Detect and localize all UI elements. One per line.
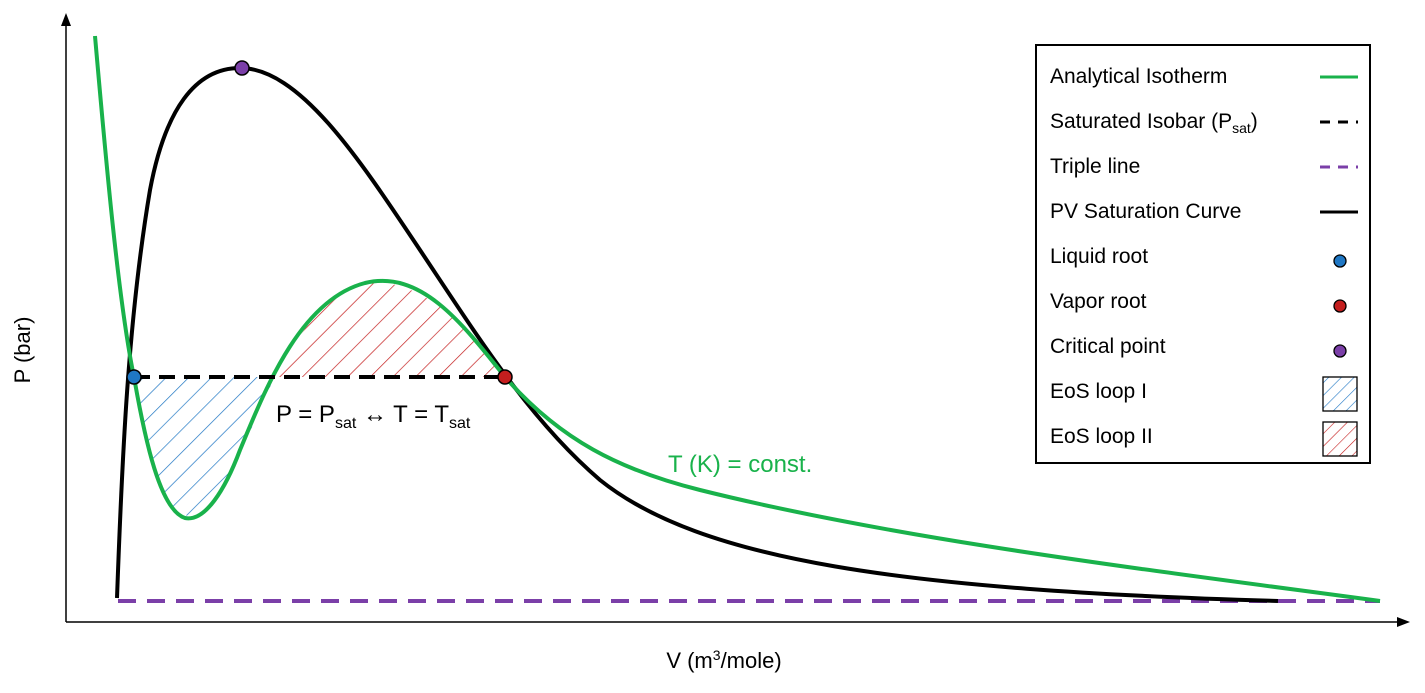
legend: Analytical Isotherm Saturated Isobar (Psa… bbox=[1035, 44, 1371, 464]
legend-item-saturated-isobar: Saturated Isobar (Psat) bbox=[1050, 110, 1358, 136]
legend-label-analytical-isotherm: Analytical Isotherm bbox=[1050, 65, 1227, 88]
legend-symbol-vapor-root bbox=[1333, 299, 1347, 313]
isotherm-label: T (K) = const. bbox=[668, 451, 812, 478]
legend-item-vapor-root: Vapor root bbox=[1050, 290, 1347, 313]
legend-label-pv-saturation-curve: PV Saturation Curve bbox=[1050, 200, 1241, 223]
legend-label-triple-line: Triple line bbox=[1050, 155, 1140, 178]
y-axis-arrow bbox=[61, 13, 71, 26]
legend-symbol-eos-loop-2 bbox=[1322, 421, 1358, 457]
legend-box bbox=[1035, 44, 1371, 464]
y-axis-label: P (bar) bbox=[10, 317, 35, 384]
legend-label-eos-loop-2: EoS loop II bbox=[1050, 425, 1153, 448]
legend-item-analytical-isotherm: Analytical Isotherm bbox=[1050, 65, 1358, 88]
eos-loop-2-area bbox=[275, 282, 505, 377]
legend-item-pv-saturation-curve: PV Saturation Curve bbox=[1050, 200, 1358, 223]
legend-symbol-liquid-root bbox=[1333, 254, 1347, 268]
legend-label-critical-point: Critical point bbox=[1050, 335, 1166, 358]
legend-label-vapor-root: Vapor root bbox=[1050, 290, 1147, 313]
legend-label-eos-loop-1: EoS loop I bbox=[1050, 380, 1147, 403]
pv-saturation-curve bbox=[115, 65, 1279, 603]
eos-loop-1-area bbox=[134, 377, 275, 516]
legend-item-liquid-root: Liquid root bbox=[1050, 245, 1347, 268]
legend-symbol-critical-point bbox=[1333, 344, 1347, 358]
legend-label-liquid-root: Liquid root bbox=[1050, 245, 1148, 268]
vapor-root-marker bbox=[497, 369, 513, 385]
equilibrium-condition-label: P = Psat ↔ T = Tsat bbox=[276, 401, 471, 432]
x-axis-label: V (m3/mole) bbox=[666, 647, 781, 673]
legend-item-eos-loop-1: EoS loop I bbox=[1050, 376, 1358, 412]
legend-item-triple-line: Triple line bbox=[1050, 155, 1358, 178]
critical-point-marker bbox=[234, 60, 250, 76]
legend-item-eos-loop-2: EoS loop II bbox=[1050, 421, 1358, 457]
legend-symbol-eos-loop-1 bbox=[1322, 376, 1358, 412]
liquid-root-marker bbox=[126, 369, 142, 385]
legend-item-critical-point: Critical point bbox=[1050, 335, 1347, 358]
legend-label-saturated-isobar: Saturated Isobar (Psat) bbox=[1050, 110, 1258, 136]
x-axis-arrow bbox=[1397, 617, 1410, 627]
